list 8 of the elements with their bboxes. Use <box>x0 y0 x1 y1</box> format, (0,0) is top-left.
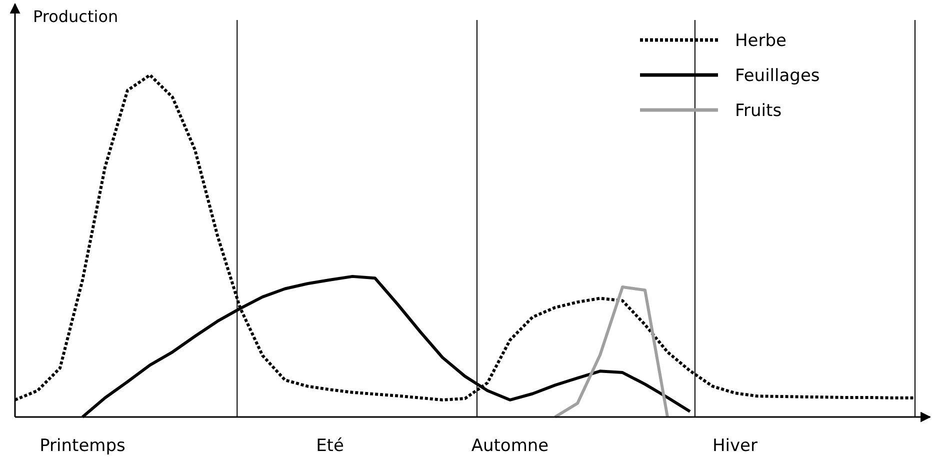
x-tick-label: Eté <box>316 436 344 456</box>
y-axis-title: Production <box>33 7 118 26</box>
legend-label: Fruits <box>735 101 782 121</box>
legend-label: Feuillages <box>735 66 820 86</box>
legend-label: Herbe <box>735 31 786 51</box>
x-tick-label: Hiver <box>712 436 758 456</box>
x-tick-label: Automne <box>471 436 549 456</box>
x-tick-label: Printemps <box>40 436 126 456</box>
